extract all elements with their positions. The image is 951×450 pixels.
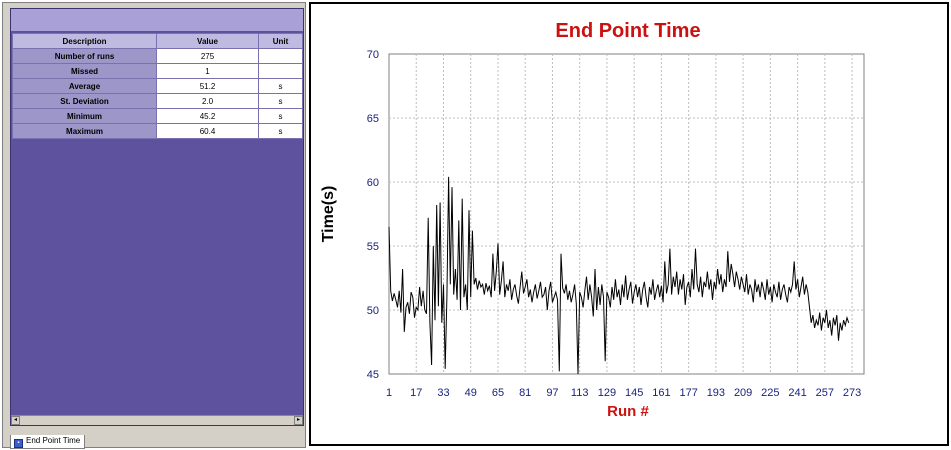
- table-row[interactable]: Minimum 45.2 s: [12, 108, 303, 124]
- row-value: 45.2: [156, 108, 259, 124]
- statistics-table: Description Value Unit Number of runs 27…: [12, 33, 303, 139]
- table-row[interactable]: Average 51.2 s: [12, 78, 303, 94]
- y-tick-label: 45: [367, 369, 379, 381]
- x-tick-label: 49: [465, 387, 477, 399]
- row-label: Average: [12, 78, 157, 94]
- scroll-left-icon[interactable]: ◂: [11, 416, 20, 425]
- chart-title: End Point Time: [555, 20, 700, 42]
- y-axis-label: Time(s): [320, 186, 337, 243]
- series-line: [388, 176, 850, 375]
- row-unit: s: [258, 93, 303, 109]
- row-label: Missed: [12, 63, 157, 79]
- row-value: 1: [156, 63, 259, 79]
- x-tick-label: 129: [598, 387, 616, 399]
- x-tick-label: 145: [625, 387, 643, 399]
- x-axis-label: Run #: [607, 403, 649, 420]
- row-label: St. Deviation: [12, 93, 157, 109]
- row-label: Number of runs: [12, 48, 157, 64]
- column-header-description[interactable]: Description: [12, 33, 157, 49]
- x-tick-label: 161: [652, 387, 670, 399]
- y-tick-label: 55: [367, 241, 379, 253]
- table-header-row: Description Value Unit: [12, 33, 303, 49]
- statistics-grid: Description Value Unit Number of runs 27…: [10, 8, 304, 426]
- x-tick-label: 193: [707, 387, 725, 399]
- y-tick-label: 65: [367, 113, 379, 125]
- scroll-right-icon[interactable]: ▸: [294, 416, 303, 425]
- x-tick-label: 177: [679, 387, 697, 399]
- row-value: 60.4: [156, 123, 259, 139]
- row-unit: s: [258, 78, 303, 94]
- row-value: 2.0: [156, 93, 259, 109]
- x-tick-label: 65: [492, 387, 504, 399]
- y-tick-label: 50: [367, 305, 379, 317]
- x-tick-label: 17: [410, 387, 422, 399]
- plot-area: [388, 53, 865, 375]
- x-tick-label: 1: [386, 387, 392, 399]
- x-tick-label: 209: [734, 387, 752, 399]
- sheet-icon: ▪: [14, 439, 23, 448]
- x-tick-label: 225: [761, 387, 779, 399]
- grid: [389, 54, 864, 374]
- row-value: 275: [156, 48, 259, 64]
- y-tick-label: 70: [367, 49, 379, 61]
- statistics-panel: Description Value Unit Number of runs 27…: [2, 2, 306, 449]
- column-header-value[interactable]: Value: [156, 33, 259, 49]
- row-value: 51.2: [156, 78, 259, 94]
- tab-label: End Point Time: [26, 436, 81, 445]
- row-label: Maximum: [12, 123, 157, 139]
- table-row[interactable]: Number of runs 275: [12, 48, 303, 64]
- table-row[interactable]: Missed 1: [12, 63, 303, 79]
- y-tick-label: 60: [367, 177, 379, 189]
- table-row[interactable]: St. Deviation 2.0 s: [12, 93, 303, 109]
- tab-end-point-time[interactable]: ▪ End Point Time: [10, 435, 86, 449]
- horizontal-scrollbar[interactable]: ◂ ▸: [11, 415, 303, 425]
- row-unit: s: [258, 123, 303, 139]
- x-tick-label: 257: [816, 387, 834, 399]
- x-tick-label: 97: [546, 387, 558, 399]
- column-header-unit[interactable]: Unit: [258, 33, 303, 49]
- row-unit: s: [258, 108, 303, 124]
- x-tick-label: 273: [843, 387, 861, 399]
- x-tick-label: 113: [571, 387, 589, 399]
- table-row[interactable]: Maximum 60.4 s: [12, 123, 303, 139]
- chart-panel: End Point Time 45 50 55 60 65 70 1 17 33 49 65 81 9…: [309, 2, 949, 446]
- row-label: Minimum: [12, 108, 157, 124]
- sheet-tab-bar: ▪ End Point Time: [10, 430, 86, 449]
- row-unit: [258, 63, 303, 79]
- x-tick-label: 81: [519, 387, 531, 399]
- row-unit: [258, 48, 303, 64]
- x-tick-label: 33: [437, 387, 449, 399]
- x-axis: 1 17 33 49 65 81 97 113 129 145 161 177 193 209 225 241…: [386, 387, 861, 399]
- y-axis: 45 50 55 60 65 70: [367, 49, 379, 381]
- line-chart: End Point Time 45 50 55 60 65 70 1 17 33 49 65 81 9…: [320, 20, 865, 420]
- x-tick-label: 241: [788, 387, 806, 399]
- panel-header-bar: [11, 9, 303, 32]
